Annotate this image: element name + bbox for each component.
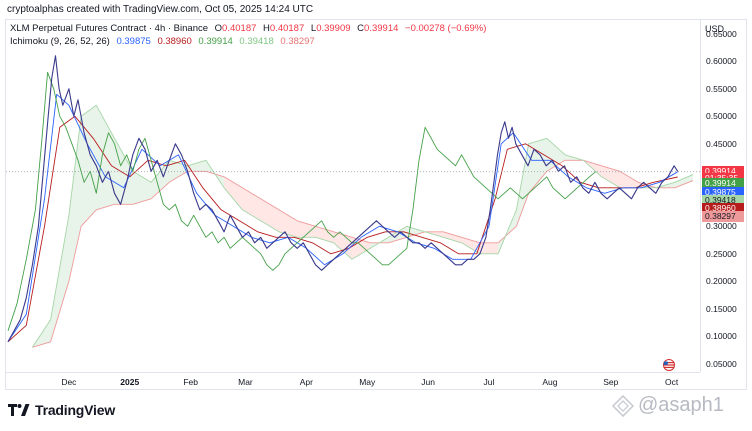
- x-tick-label: Jun: [421, 377, 435, 387]
- legend-low: L0.39909: [310, 23, 351, 34]
- y-tick-label: 0.25000: [706, 248, 737, 259]
- price-tag: 0.39914: [702, 178, 744, 190]
- cloud-segment: [224, 176, 243, 210]
- cloud-segment: [674, 174, 693, 188]
- cloud-segment: [50, 215, 69, 342]
- legend-indicator-row: Ichimoku (9, 26, 52, 26) 0.39875 0.38960…: [10, 35, 486, 48]
- cloud-segment: [114, 138, 133, 205]
- cloud-segment: [619, 171, 639, 188]
- time-axis[interactable]: [6, 372, 700, 391]
- series-price: [7, 55, 679, 343]
- watermark: @asaph1: [612, 394, 724, 417]
- us-flag-icon[interactable]: [660, 359, 678, 371]
- y-tick-label: 0.50000: [706, 111, 737, 122]
- top-credit: cryptoalphas created with TradingView.co…: [7, 4, 314, 15]
- chart-frame: [5, 19, 747, 390]
- series-lagging-span: [7, 71, 596, 331]
- x-tick-label: 2025: [120, 377, 140, 387]
- cloud-segment: [32, 319, 51, 348]
- indicator-span-a-value: 0.39418: [239, 36, 274, 47]
- cloud-segment: [546, 138, 566, 172]
- indicator-conversion-value: 0.39875: [116, 36, 151, 47]
- price-tag: 0.39914: [702, 166, 744, 178]
- chart-legend: XLM Perpetual Futures Contract · 4h · Bi…: [10, 22, 486, 48]
- cloud-segment: [187, 160, 206, 172]
- chart-plot-area[interactable]: [6, 20, 700, 372]
- series-base-line: [7, 115, 678, 343]
- diamond-logo-icon: [612, 394, 634, 417]
- cloud-segment: [96, 105, 115, 210]
- cloud-segment: [151, 160, 170, 199]
- tradingview-logo-icon: [8, 404, 30, 416]
- x-tick-label: Mar: [238, 377, 253, 387]
- y-tick-label: 0.05000: [706, 358, 737, 369]
- price-tag: 0.38297: [702, 210, 744, 222]
- y-tick-label: 0.15000: [706, 303, 737, 314]
- x-tick-label: Feb: [183, 377, 198, 387]
- x-tick-label: Aug: [542, 377, 558, 387]
- price-tag: 0.39875: [702, 186, 744, 198]
- y-tick-label: 0.60000: [706, 56, 737, 67]
- legend-change: −0.00278 (−0.69%): [405, 23, 487, 34]
- watermark-text: @asaph1: [638, 394, 724, 416]
- price-tag: 0.39418: [702, 194, 744, 206]
- x-tick-label: Apr: [299, 377, 313, 387]
- cloud-segment: [479, 242, 499, 254]
- legend-symbol-row: XLM Perpetual Futures Contract · 4h · Bi…: [10, 22, 486, 35]
- indicator-span-b-value: 0.38297: [280, 36, 315, 47]
- series-leading-span-a: [32, 104, 694, 348]
- legend-symbol[interactable]: XLM Perpetual Futures Contract · 4h · Bi…: [10, 23, 209, 34]
- series-lines: [7, 55, 694, 348]
- x-tick-label: Dec: [61, 377, 77, 387]
- y-tick-label: 0.20000: [706, 276, 737, 287]
- indicator-name[interactable]: Ichimoku (9, 26, 52, 26): [10, 36, 110, 47]
- legend-high: H0.40187: [263, 23, 305, 34]
- cloud-segment: [278, 209, 298, 238]
- cloud-segment: [81, 105, 97, 227]
- tradingview-brand: TradingView: [35, 402, 116, 418]
- ichimoku-cloud: [32, 105, 693, 348]
- tradingview-logo[interactable]: TradingView: [8, 402, 115, 418]
- indicator-base-value: 0.38960: [157, 36, 192, 47]
- cloud-segment: [169, 160, 188, 183]
- y-tick-label: 0.10000: [706, 331, 737, 342]
- cloud-segment: [443, 231, 462, 243]
- y-tick-label: 0.45000: [706, 138, 737, 149]
- cloud-segment: [516, 143, 529, 227]
- y-tick-label: 0.55000: [706, 83, 737, 94]
- x-tick-label: Jul: [483, 377, 495, 387]
- series-leading-span-b: [32, 159, 694, 348]
- price-axis[interactable]: [700, 20, 747, 372]
- y-tick-label: 0.30000: [706, 221, 737, 232]
- y-tick-label: 0.65000: [706, 28, 737, 39]
- x-tick-label: May: [359, 377, 376, 387]
- legend-close: C0.39914: [357, 23, 399, 34]
- currency-button[interactable]: USD: [705, 24, 725, 34]
- indicator-lagging-value: 0.39914: [198, 36, 233, 47]
- price-tag: 0.38960: [702, 203, 744, 215]
- x-tick-label: Sep: [603, 377, 619, 387]
- legend-open: O0.40187: [214, 23, 257, 34]
- cloud-segment: [601, 165, 620, 188]
- x-tick-label: Oct: [665, 377, 679, 387]
